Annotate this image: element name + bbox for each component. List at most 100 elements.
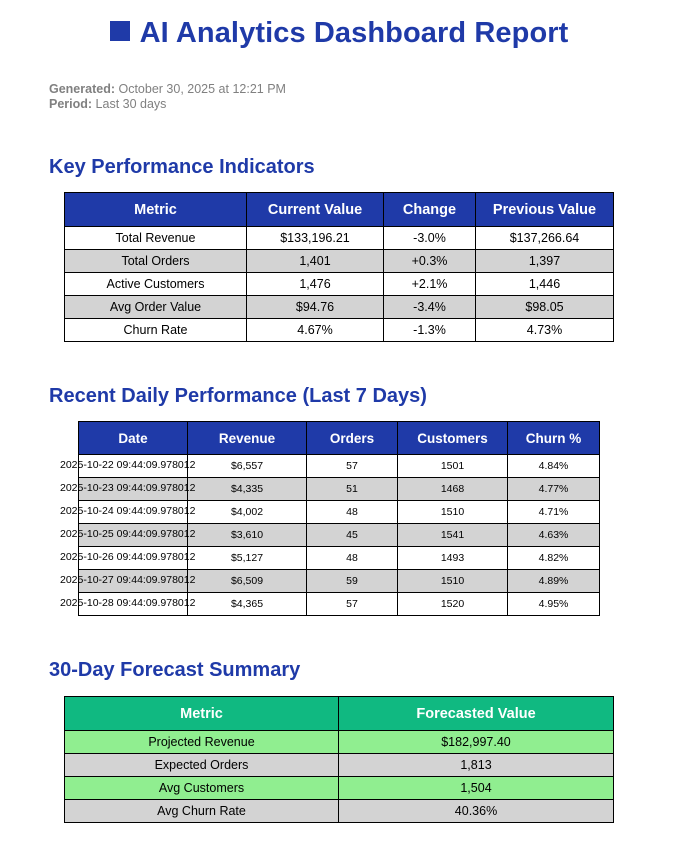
kpi-cell: $137,266.64	[475, 226, 614, 250]
daily-cell: 1493	[397, 546, 508, 570]
daily-cell: $6,509	[187, 569, 307, 593]
generated-line: Generated: October 30, 2025 at 12:21 PM	[49, 82, 286, 96]
kpi-column-header: Current Value	[246, 192, 384, 227]
forecast-table-row: Expected Orders 1,813	[64, 753, 614, 777]
daily-column-header: Revenue	[187, 421, 307, 455]
daily-table-row: 2025-10-28 09:44:09.978012 $4,365 57 1520 4.…	[60, 592, 600, 616]
daily-date-text: 2025-10-22 09:44:09.978012	[60, 459, 196, 471]
daily-cell: 2025-10-22 09:44:09.978012	[60, 454, 195, 478]
daily-date-text: 2025-10-27 09:44:09.978012	[60, 574, 196, 586]
daily-cell: 51	[306, 477, 398, 501]
kpi-cell: $94.76	[246, 295, 384, 319]
forecast-table-row: Projected Revenue $182,997.40	[64, 730, 614, 754]
forecast-cell: $182,997.40	[338, 730, 614, 754]
daily-cell: 1541	[397, 523, 508, 547]
daily-header-row: Date Revenue Orders Customers Churn %	[78, 421, 600, 455]
period-label: Period:	[49, 97, 93, 111]
daily-cell: 2025-10-25 09:44:09.978012	[60, 523, 195, 547]
kpi-table-row: Churn Rate 4.67% -1.3% 4.73%	[64, 318, 614, 342]
kpi-cell: Avg Order Value	[64, 295, 247, 319]
forecast-cell: Avg Churn Rate	[64, 799, 339, 823]
daily-cell: 59	[306, 569, 398, 593]
daily-table-row: 2025-10-26 09:44:09.978012 $5,127 48 1493 4.…	[60, 546, 600, 570]
daily-column-header: Customers	[397, 421, 508, 455]
kpi-heading: Key Performance Indicators	[49, 156, 315, 178]
kpi-cell: 1,476	[246, 272, 384, 296]
kpi-cell: 1,401	[246, 249, 384, 273]
daily-cell: $3,610	[187, 523, 307, 547]
daily-cell: 4.77%	[507, 477, 600, 501]
daily-cell: 57	[306, 592, 398, 616]
kpi-cell: Churn Rate	[64, 318, 247, 342]
generated-label: Generated:	[49, 82, 115, 96]
forecast-heading: 30-Day Forecast Summary	[49, 659, 301, 681]
daily-cell: 4.82%	[507, 546, 600, 570]
daily-column-header: Orders	[306, 421, 398, 455]
daily-cell: 1510	[397, 500, 508, 524]
kpi-header-row: Metric Current Value Change Previous Value	[64, 192, 614, 227]
daily-column-header: Churn %	[507, 421, 600, 455]
daily-cell: 1510	[397, 569, 508, 593]
daily-cell: 57	[306, 454, 398, 478]
daily-cell: 2025-10-23 09:44:09.978012	[60, 477, 195, 501]
forecast-cell: Projected Revenue	[64, 730, 339, 754]
daily-cell: $4,365	[187, 592, 307, 616]
kpi-cell: 1,397	[475, 249, 614, 273]
daily-cell: 45	[306, 523, 398, 547]
period-value: Last 30 days	[95, 97, 167, 111]
kpi-cell: +2.1%	[383, 272, 476, 296]
forecast-table: Metric Forecasted Value Projected Revenue…	[64, 696, 614, 823]
kpi-cell: $98.05	[475, 295, 614, 319]
daily-cell: 4.84%	[507, 454, 600, 478]
daily-cell: 4.89%	[507, 569, 600, 593]
forecast-column-header: Metric	[64, 696, 339, 731]
forecast-table-row: Avg Customers 1,504	[64, 776, 614, 800]
kpi-cell: +0.3%	[383, 249, 476, 273]
forecast-cell: Expected Orders	[64, 753, 339, 777]
daily-cell: $6,557	[187, 454, 307, 478]
kpi-cell: Total Orders	[64, 249, 247, 273]
kpi-cell: 4.67%	[246, 318, 384, 342]
daily-column-header: Date	[78, 421, 188, 455]
kpi-cell: -3.0%	[383, 226, 476, 250]
daily-cell: 2025-10-26 09:44:09.978012	[60, 546, 195, 570]
daily-heading: Recent Daily Performance (Last 7 Days)	[49, 385, 427, 407]
forecast-cell: 1,504	[338, 776, 614, 800]
daily-cell: 1520	[397, 592, 508, 616]
generated-value: October 30, 2025 at 12:21 PM	[118, 82, 286, 96]
daily-cell: $4,002	[187, 500, 307, 524]
kpi-column-header: Metric	[64, 192, 247, 227]
daily-table-row: 2025-10-23 09:44:09.978012 $4,335 51 1468 4.…	[60, 477, 600, 501]
kpi-cell: $133,196.21	[246, 226, 384, 250]
forecast-cell: 40.36%	[338, 799, 614, 823]
daily-cell: 4.95%	[507, 592, 600, 616]
kpi-column-header: Change	[383, 192, 476, 227]
daily-table-row: 2025-10-25 09:44:09.978012 $3,610 45 1541 4.…	[60, 523, 600, 547]
daily-cell: 48	[306, 546, 398, 570]
kpi-cell: -3.4%	[383, 295, 476, 319]
period-line: Period: Last 30 days	[49, 97, 166, 111]
report-title: AI Analytics Dashboard Report	[0, 17, 678, 50]
daily-cell: 2025-10-24 09:44:09.978012	[60, 500, 195, 524]
kpi-table-row: Total Revenue $133,196.21 -3.0% $137,266.64	[64, 226, 614, 250]
daily-cell: $4,335	[187, 477, 307, 501]
forecast-header-row: Metric Forecasted Value	[64, 696, 614, 731]
kpi-table-row: Avg Order Value $94.76 -3.4% $98.05	[64, 295, 614, 319]
daily-table-row: 2025-10-22 09:44:09.978012 $6,557 57 1501 4.…	[60, 454, 600, 478]
square-icon	[109, 21, 130, 41]
daily-date-text: 2025-10-25 09:44:09.978012	[60, 528, 196, 540]
kpi-cell: Active Customers	[64, 272, 247, 296]
daily-cell: 2025-10-27 09:44:09.978012	[60, 569, 195, 593]
forecast-column-header: Forecasted Value	[338, 696, 614, 731]
kpi-column-header: Previous Value	[475, 192, 614, 227]
kpi-table-row: Active Customers 1,476 +2.1% 1,446	[64, 272, 614, 296]
kpi-cell: -1.3%	[383, 318, 476, 342]
daily-date-text: 2025-10-23 09:44:09.978012	[60, 482, 196, 494]
daily-cell: $5,127	[187, 546, 307, 570]
forecast-cell: Avg Customers	[64, 776, 339, 800]
kpi-cell: Total Revenue	[64, 226, 247, 250]
kpi-cell: 1,446	[475, 272, 614, 296]
daily-cell: 1468	[397, 477, 508, 501]
daily-table-row: 2025-10-24 09:44:09.978012 $4,002 48 1510 4.…	[60, 500, 600, 524]
forecast-table-row: Avg Churn Rate 40.36%	[64, 799, 614, 823]
